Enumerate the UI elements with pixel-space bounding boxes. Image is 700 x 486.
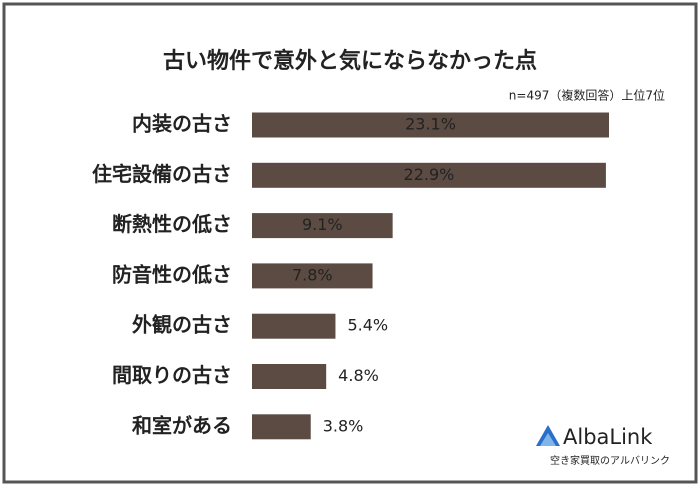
category-label: 外観の古さ: [132, 313, 232, 337]
chart-subtitle: n=497（複数回答）上位7位: [509, 88, 665, 103]
chart-title: 古い物件で意外と気にならなかった点: [163, 48, 537, 74]
logo-icon: [540, 433, 556, 446]
value-label: 22.9%: [404, 165, 455, 184]
bar: [252, 162, 606, 188]
logo-tagline: 空き家買取のアルバリンク: [550, 454, 670, 467]
value-label: 5.4%: [347, 316, 388, 335]
logo-name: AlbaLink: [563, 425, 653, 449]
category-label: 和室がある: [132, 413, 232, 437]
bar: [252, 414, 311, 440]
category-label: 内装の古さ: [132, 112, 232, 136]
category-label: 断熱性の低さ: [112, 212, 232, 236]
bar: [252, 364, 327, 389]
bar: [252, 213, 393, 239]
value-label: 3.8%: [323, 416, 364, 435]
bar: [252, 313, 336, 339]
category-label: 間取りの古さ: [112, 363, 232, 387]
value-label: 7.8%: [292, 265, 333, 284]
value-label: 23.1%: [405, 115, 456, 134]
category-label: 防音性の低さ: [112, 262, 232, 286]
logo: AlbaLink 空き家買取のアルバリンク: [536, 425, 670, 467]
category-label: 住宅設備の古さ: [92, 162, 232, 186]
value-label: 4.8%: [338, 366, 379, 385]
bar: [252, 263, 373, 289]
bar: [252, 112, 609, 138]
value-label: 9.1%: [302, 215, 343, 234]
